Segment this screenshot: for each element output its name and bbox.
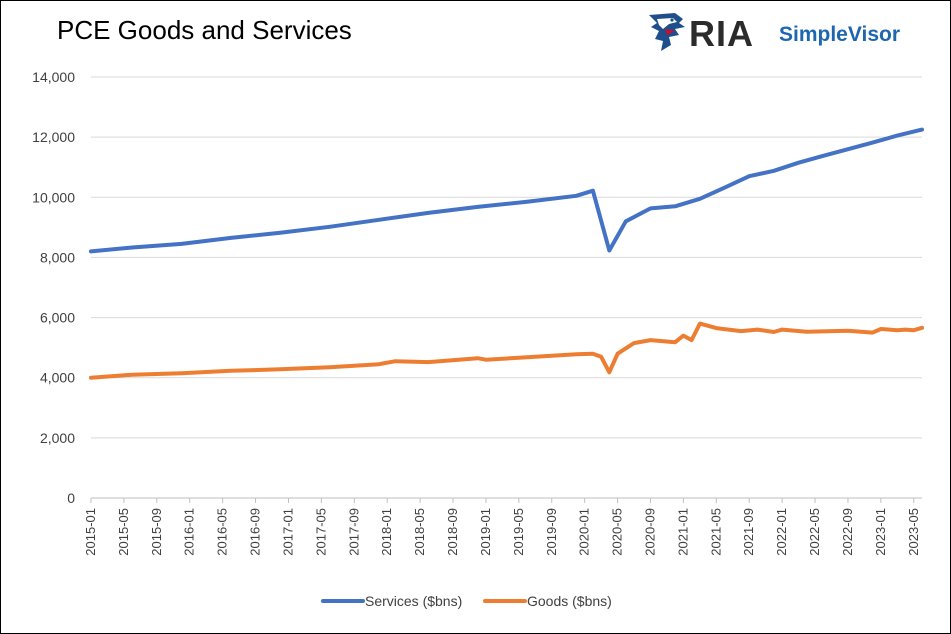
chart-title: PCE Goods and Services xyxy=(57,15,352,45)
legend-label: Services ($bns) xyxy=(365,593,462,609)
y-tick-label: 8,000 xyxy=(40,249,75,265)
y-tick-label: 0 xyxy=(67,490,75,506)
x-tick-label: 2021-05 xyxy=(708,508,723,556)
x-tick-label: 2020-05 xyxy=(610,508,625,556)
x-tick-label: 2018-01 xyxy=(379,508,394,556)
legend: Services ($bns) Goods ($bns) xyxy=(321,593,612,609)
x-tick-label: 2021-01 xyxy=(675,508,690,556)
series-line-services xyxy=(89,127,924,254)
x-tick-label: 2019-09 xyxy=(544,508,559,556)
legend-label: Goods ($bns) xyxy=(527,593,612,609)
x-tick-label: 2019-05 xyxy=(511,508,526,556)
x-tick-label: 2016-01 xyxy=(182,508,197,556)
x-tick-label: 2017-09 xyxy=(346,508,361,556)
y-axis-ticks: 0 2,000 4,000 6,000 8,000 10,000 12,000 14,000 xyxy=(32,69,75,506)
y-tick-label: 4,000 xyxy=(40,370,75,386)
y-tick-label: 10,000 xyxy=(32,189,75,205)
series-lines xyxy=(89,127,924,380)
x-tick-label: 2017-01 xyxy=(280,508,295,556)
logo-product: SimpleVisor xyxy=(779,23,900,46)
x-tick-label: 2023-01 xyxy=(873,508,888,556)
x-tick-label: 2016-05 xyxy=(215,508,230,556)
gridlines xyxy=(91,76,922,439)
x-tick-label: 2020-09 xyxy=(642,508,657,556)
x-tick-label: 2022-01 xyxy=(774,508,789,556)
x-tick-label: 2021-09 xyxy=(741,508,756,556)
y-tick-label: 12,000 xyxy=(32,129,75,145)
series-line-goods xyxy=(89,321,924,380)
eagle-icon xyxy=(649,13,685,51)
x-tick-label: 2018-05 xyxy=(412,508,427,556)
x-tick-label: 2017-05 xyxy=(313,508,328,556)
x-tick-label: 2022-09 xyxy=(840,508,855,556)
logo-brand: RIA xyxy=(689,13,754,54)
y-tick-label: 6,000 xyxy=(40,310,75,326)
x-tick-label: 2019-01 xyxy=(478,508,493,556)
x-tick-label: 2023-05 xyxy=(906,508,921,556)
logo: RIA SimpleVisor xyxy=(645,9,935,55)
y-tick-label: 2,000 xyxy=(40,430,75,446)
x-tick-label: 2015-01 xyxy=(83,508,98,556)
x-tick-label: 2016-09 xyxy=(248,508,263,556)
x-tick-label: 2015-05 xyxy=(116,508,131,556)
x-tick-label: 2018-09 xyxy=(445,508,460,556)
x-tick-label: 2022-05 xyxy=(807,508,822,556)
y-tick-label: 14,000 xyxy=(32,69,75,85)
x-tick-label: 2020-01 xyxy=(577,508,592,556)
x-tick-label: 2015-09 xyxy=(149,508,164,556)
x-axis: 2015-01 2015-05 2015-09 2016-01 2016-05 2016-… xyxy=(83,497,922,556)
